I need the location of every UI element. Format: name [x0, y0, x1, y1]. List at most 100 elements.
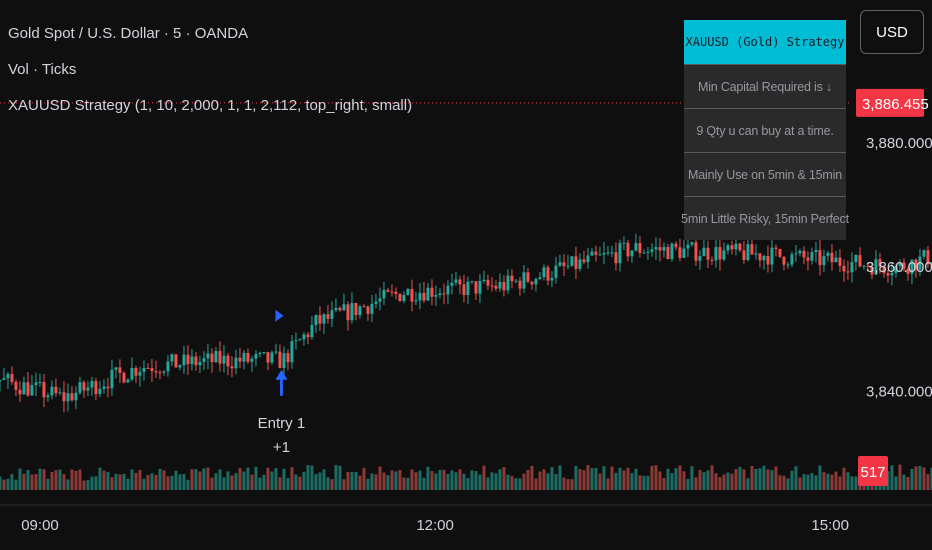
- candle-body: [298, 339, 302, 341]
- volume-bar: [34, 474, 38, 490]
- candle-body: [662, 247, 666, 251]
- candle-body: [738, 243, 742, 251]
- candle-body: [414, 300, 418, 302]
- candle-body: [586, 255, 590, 263]
- candle-body: [310, 325, 314, 338]
- candle-body: [546, 267, 550, 281]
- volume-bar: [214, 473, 218, 490]
- volume-bar: [794, 466, 798, 490]
- volume-bar: [230, 475, 234, 490]
- candle-body: [122, 372, 126, 383]
- volume-bar: [114, 473, 118, 490]
- candle-body: [774, 247, 778, 249]
- candle-body: [530, 281, 534, 285]
- candle-body: [786, 264, 790, 266]
- candle-body: [830, 252, 834, 263]
- volume-bar: [666, 468, 670, 490]
- volume-bar: [918, 465, 922, 490]
- volume-bar: [130, 469, 134, 490]
- volume-bar: [586, 465, 590, 490]
- volume-bar: [702, 472, 706, 490]
- candle-body: [166, 361, 170, 372]
- candle-body: [646, 251, 650, 253]
- candle-body: [234, 357, 238, 369]
- candle-body: [506, 275, 510, 291]
- candle-body: [282, 353, 286, 369]
- candle-body: [442, 293, 446, 295]
- currency-button[interactable]: USD: [860, 10, 924, 54]
- volume-bar: [762, 465, 766, 490]
- candle-body: [142, 367, 146, 372]
- trade-signals: Entry 1+1-1ExitEntry 1+1: [258, 309, 306, 456]
- volume-bar: [342, 479, 346, 490]
- volume-bar: [182, 473, 186, 490]
- candle-body: [34, 382, 38, 386]
- candle-body: [322, 314, 326, 324]
- volume-bar: [598, 473, 602, 490]
- candle-body: [454, 279, 458, 283]
- candle-body: [758, 253, 762, 261]
- volume-bar: [126, 478, 130, 490]
- candle-body: [314, 315, 318, 326]
- volume-bar: [54, 470, 58, 490]
- candle-body: [838, 257, 842, 266]
- candle-body: [198, 361, 202, 366]
- candle-body: [842, 265, 846, 272]
- volume-bar: [590, 468, 594, 490]
- candle-body: [22, 382, 26, 395]
- candle-body: [418, 293, 422, 301]
- volume-bar: [642, 475, 646, 490]
- volume-bar: [286, 478, 290, 490]
- price-axis[interactable]: 3,840.000 3,860.000 3,880.000: [866, 135, 932, 401]
- volume-bar: [502, 467, 506, 490]
- volume-bar: [282, 468, 286, 490]
- volume-bar: [650, 465, 654, 490]
- candle-body: [798, 250, 802, 254]
- volume-bar: [186, 479, 190, 490]
- candle-body: [42, 382, 46, 398]
- time-tick-label: 12:00: [416, 517, 454, 534]
- volume-bar: [174, 470, 178, 490]
- candle-body: [630, 250, 634, 257]
- volume-bar: [582, 470, 586, 490]
- candle-body: [274, 351, 278, 353]
- candle-body: [306, 334, 310, 338]
- candle-body: [258, 352, 262, 355]
- candle-body: [910, 259, 914, 274]
- volume-bar: [154, 474, 158, 490]
- volume-bar: [738, 466, 742, 490]
- candle-body: [598, 254, 602, 256]
- volume-bar: [514, 478, 518, 490]
- volume-bar: [834, 471, 838, 490]
- volume-bar: [898, 464, 902, 490]
- candle-body: [262, 352, 266, 354]
- candle-body: [522, 272, 526, 289]
- candles: [0, 231, 932, 413]
- candle-body: [514, 280, 518, 282]
- candle-body: [886, 273, 890, 276]
- volume-bar: [290, 467, 294, 490]
- volume-bar: [374, 474, 378, 490]
- candle-body: [70, 393, 74, 401]
- volume-bar: [534, 478, 538, 490]
- volume-bar: [774, 466, 778, 490]
- candle-body: [402, 294, 406, 301]
- symbol-title: Gold Spot / U.S. Dollar · 5 · OANDA: [8, 25, 249, 42]
- volume-bar: [14, 479, 18, 490]
- volume-bar: [546, 473, 550, 490]
- volume-bar: [806, 474, 810, 490]
- candle-body: [326, 314, 330, 319]
- candle-body: [890, 272, 894, 276]
- candle-body: [286, 353, 290, 363]
- candle-body: [614, 252, 618, 264]
- candle-body: [290, 341, 294, 363]
- signal-label-entry-1: Entry 1: [258, 415, 306, 432]
- candle-body: [18, 389, 22, 395]
- volume-bar: [630, 473, 634, 490]
- volume-bar: [914, 466, 918, 490]
- candle-body: [558, 262, 562, 266]
- candle-body: [410, 289, 414, 302]
- candle-body: [202, 358, 206, 362]
